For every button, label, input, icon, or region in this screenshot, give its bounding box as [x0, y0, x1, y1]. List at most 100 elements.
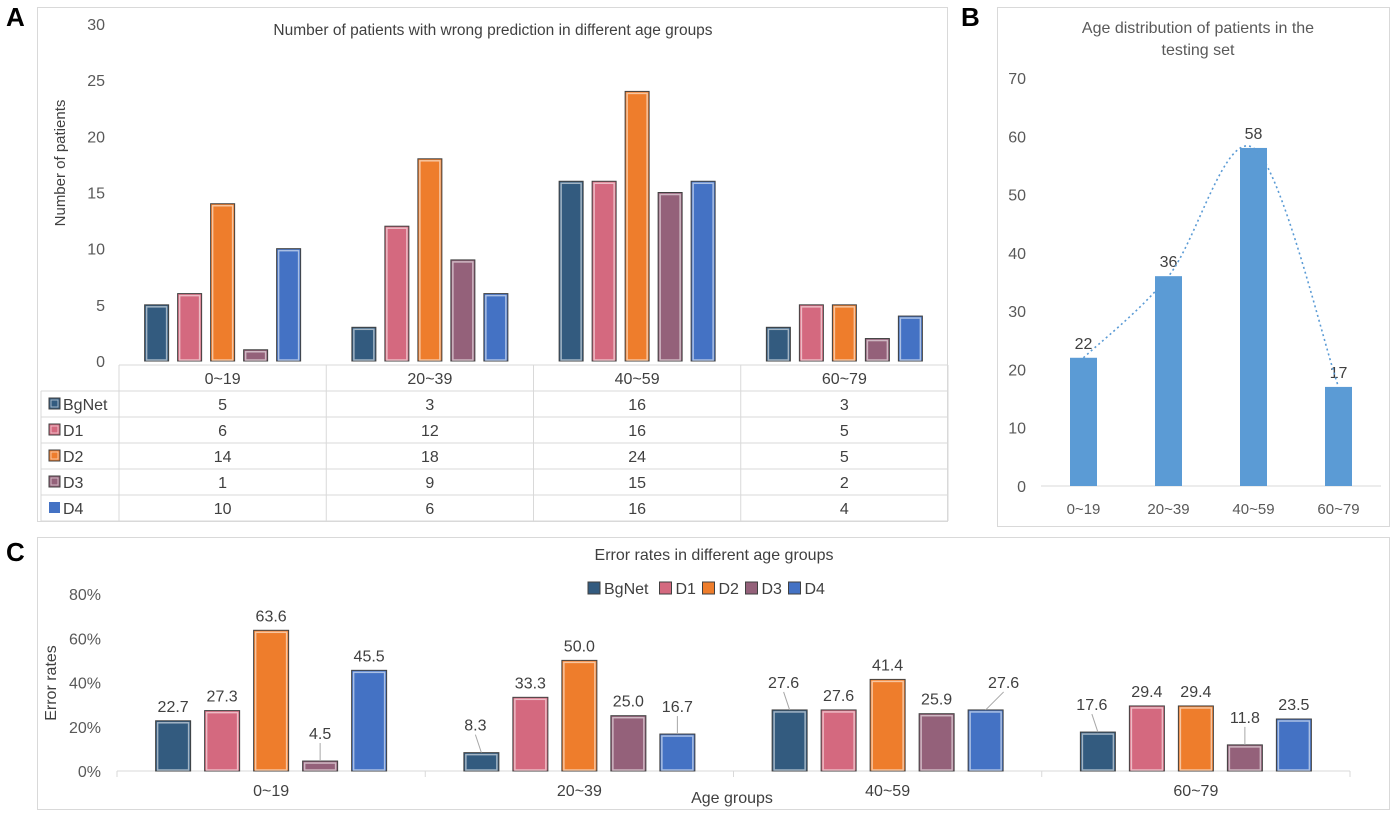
chart-c-bar-d2-highlight [1179, 707, 1213, 771]
chart-b-y-tick-label: 20 [1008, 362, 1026, 379]
chart-a-bar-bgnet [558, 180, 584, 362]
chart-c-svg: Error rates in different age groups BgNet… [43, 547, 1351, 807]
chart-a-legend-key-d3 [48, 475, 61, 488]
chart-c-data-label: 50.0 [564, 638, 595, 655]
chart-c-bar-d4-highlight [661, 735, 694, 771]
chart-b-y-tick-label: 60 [1008, 129, 1026, 146]
panel-c-error-rates: Error rates in different age groups BgNet… [37, 537, 1390, 810]
chart-a-table-cell: 5 [840, 423, 849, 440]
chart-c-bar-bgnet [1079, 731, 1116, 772]
chart-c-legend-key-d3 [745, 581, 758, 595]
chart-c-bar-d2 [869, 678, 906, 772]
chart-c-data-label: 29.4 [1180, 684, 1211, 701]
chart-c-legend-label: BgNet [604, 581, 649, 598]
chart-a-bar-bgnet-highlight [353, 328, 375, 361]
chart-a-table-cell: 9 [425, 475, 434, 492]
chart-c-bar-d2 [561, 659, 598, 772]
chart-a-title: Number of patients with wrong prediction… [273, 22, 712, 39]
chart-a-table-cell: 4 [840, 501, 849, 518]
chart-c-legend-key-d1 [659, 581, 672, 595]
chart-a-bar-d3-highlight [659, 193, 681, 361]
chart-a-table-cell: 10 [214, 501, 232, 518]
chart-a-table-cell: 3 [840, 397, 849, 414]
chart-c-bar-bgnet-highlight [773, 711, 806, 771]
chart-a-bar-d1 [798, 304, 824, 362]
chart-c-data-label: 27.6 [768, 675, 799, 692]
chart-c-y-axis-title: Error rates [43, 645, 60, 721]
chart-c-data-label: 27.6 [823, 688, 854, 705]
chart-c-bar-d4-highlight [1277, 720, 1311, 771]
chart-c-bar-d4 [351, 669, 388, 772]
chart-b-title-line-1: Age distribution of patients in the [1082, 20, 1314, 37]
chart-a-bar-d4 [276, 248, 302, 362]
chart-c-y-tick-label: 0% [78, 764, 101, 781]
chart-c-data-label: 27.6 [988, 675, 1019, 692]
chart-c-data-label: 8.3 [464, 718, 486, 735]
chart-a-table-cell: 6 [425, 501, 434, 518]
chart-c-data-label: 11.8 [1230, 710, 1260, 727]
chart-a-table-series-name: BgNet [63, 397, 108, 414]
chart-a-table-cell: 12 [421, 423, 439, 440]
chart-a-bar-d1-highlight [386, 227, 408, 361]
chart-a-legend-key-highlight [50, 425, 59, 434]
chart-b-data-label: 58 [1245, 126, 1263, 143]
chart-c-legend-label: D3 [762, 581, 783, 598]
chart-c-bar-bgnet [155, 720, 192, 772]
chart-c-legend-label: D4 [805, 581, 826, 598]
chart-a-y-axis-title: Number of patients [52, 100, 69, 227]
panel-label-b: B [961, 2, 980, 32]
chart-c-y-tick-label: 60% [69, 631, 101, 648]
chart-a-bar-d1 [177, 293, 203, 362]
chart-a-y-tick-label: 20 [87, 129, 105, 146]
chart-a-table-series-name: D1 [63, 423, 84, 440]
chart-b-x-tick-label: 40~59 [1232, 501, 1274, 518]
chart-c-y-tick-label: 20% [69, 720, 101, 737]
chart-a-x-tick-label: 40~59 [615, 371, 660, 388]
panel-b-age-distribution: Age distribution of patients in the testi… [997, 7, 1390, 527]
chart-a-bar-d3 [243, 349, 269, 362]
chart-a-bar-d2 [210, 203, 236, 362]
chart-a-bar-d4 [897, 315, 923, 362]
chart-c-bar-d4-highlight [352, 671, 386, 771]
chart-c-legend-label: D1 [676, 581, 697, 598]
chart-c-bar-bgnet [771, 709, 808, 772]
chart-a-bar-d3 [657, 192, 683, 362]
chart-c-bar-d2-highlight [563, 661, 596, 771]
chart-c-legend-key-bgnet [587, 581, 601, 595]
chart-a-table-cell: 5 [840, 449, 849, 466]
chart-c-bar-d1-highlight [822, 711, 855, 771]
chart-a-y-tick-label: 10 [87, 242, 105, 259]
chart-a-bar-d4-highlight [277, 249, 300, 361]
chart-a-table-cell: 18 [421, 449, 439, 466]
chart-c-x-tick-label: 60~79 [1173, 783, 1218, 800]
chart-a-bar-d2 [417, 158, 443, 362]
chart-c-label-leader [783, 691, 791, 711]
chart-c-legend-key-d4 [788, 581, 801, 595]
chart-a-table-cell: 2 [840, 475, 849, 492]
chart-a-legend-key-bgnet [48, 397, 61, 410]
chart-b-trendline [1082, 145, 1340, 388]
chart-c-legend-label: D2 [719, 581, 740, 598]
chart-a-table-series-name: D4 [63, 501, 84, 518]
chart-c-bar-d3 [610, 715, 647, 772]
chart-c-x-tick-label: 20~39 [557, 783, 602, 800]
chart-c-data-label: 25.0 [613, 694, 644, 711]
chart-b-bar [1070, 357, 1097, 486]
chart-a-y-tick-label: 30 [87, 17, 105, 34]
chart-a-legend-key-highlight [50, 477, 59, 486]
chart-c-bar-d3 [302, 760, 339, 772]
chart-a-table-cell: 14 [214, 449, 232, 466]
chart-a-table-cell: 15 [628, 475, 646, 492]
chart-b-x-tick-label: 20~39 [1147, 501, 1189, 518]
chart-c-data-label: 17.6 [1076, 697, 1107, 714]
chart-a-bar-d1-highlight [593, 182, 615, 361]
chart-c-bar-d2 [253, 629, 290, 772]
chart-b-x-tick-label: 60~79 [1317, 501, 1359, 518]
chart-c-bar-bgnet-highlight [1081, 733, 1115, 771]
chart-a-bar-d3-highlight [866, 339, 889, 361]
chart-a-svg: Number of patients with wrong prediction… [40, 17, 949, 522]
chart-a-bar-bgnet-highlight [560, 182, 582, 361]
chart-c-bar-bgnet [463, 752, 500, 772]
chart-a-bar-d1-highlight [800, 306, 823, 361]
chart-c-data-label: 33.3 [515, 675, 546, 692]
